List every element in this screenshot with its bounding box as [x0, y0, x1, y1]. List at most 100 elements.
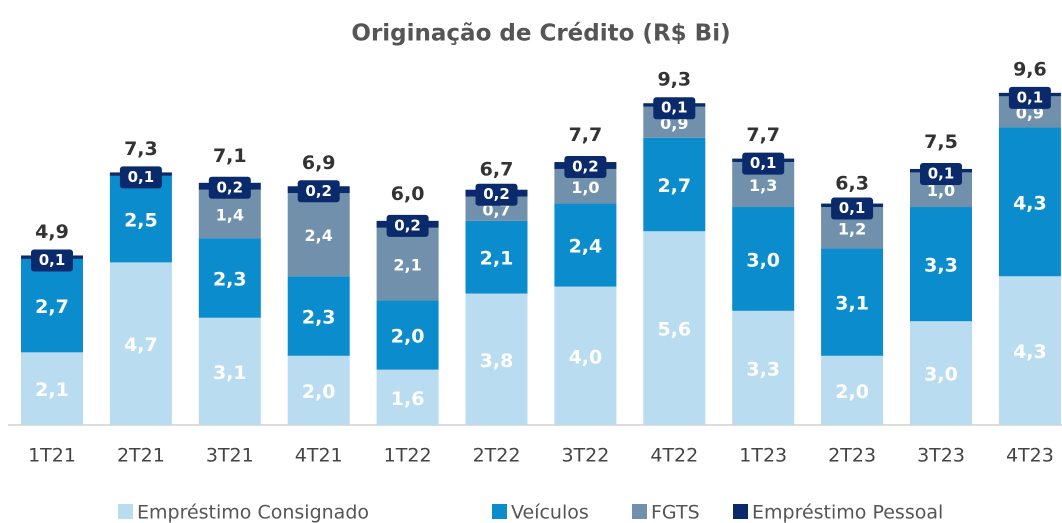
data-label: 0,1	[839, 199, 866, 217]
bar-segment	[910, 321, 972, 425]
data-label: 2,7	[35, 296, 69, 318]
bar-segment	[732, 207, 795, 311]
x-tick-label: 1T22	[384, 445, 432, 467]
legend-swatch	[118, 504, 133, 519]
data-label: 4,7	[124, 334, 158, 356]
x-tick-label: 4T23	[1006, 445, 1054, 467]
data-label: 2,0	[302, 381, 336, 403]
data-label: 0,1	[128, 168, 155, 186]
x-tick-label: 3T21	[206, 445, 254, 467]
data-label: 2,0	[391, 326, 425, 348]
label-box	[564, 156, 607, 179]
label-box	[386, 214, 429, 237]
total-label: 4,9	[35, 221, 69, 243]
data-label: 0,1	[39, 251, 66, 269]
data-label: 0,2	[305, 182, 332, 200]
bar-segment	[643, 231, 706, 425]
bar-segment	[732, 310, 795, 425]
total-label: 9,6	[1013, 58, 1047, 80]
label-box	[31, 249, 73, 272]
bar-segment	[554, 286, 617, 425]
legend-swatch	[632, 504, 647, 519]
x-tick-label: 1T23	[739, 445, 787, 467]
total-label: 7,7	[746, 124, 780, 146]
total-label: 6,9	[302, 152, 336, 174]
data-label: 2,3	[213, 268, 247, 290]
data-label: 1,2	[838, 219, 866, 238]
data-label: 2,4	[305, 226, 333, 245]
x-tick-label: 3T22	[561, 445, 609, 467]
data-label: 2,4	[569, 236, 603, 258]
label-box	[653, 97, 696, 120]
data-label: 3,3	[924, 255, 958, 277]
bar-segment	[465, 220, 528, 294]
bar-segment	[287, 276, 350, 356]
label-box	[920, 162, 962, 185]
data-label: 0,2	[483, 185, 510, 203]
total-label: 6,0	[391, 183, 425, 205]
total-label: 9,3	[657, 69, 691, 91]
total-label: 7,7	[569, 124, 603, 146]
bar-segment	[465, 293, 528, 425]
x-tick-label: 2T22	[473, 445, 521, 467]
legend-label: Empréstimo Consignado	[137, 502, 369, 523]
data-label: 0,2	[217, 178, 244, 196]
total-label: 6,3	[835, 173, 869, 195]
data-label: 0,1	[750, 154, 777, 172]
data-label: 0,1	[928, 164, 955, 182]
data-label: 1,0	[571, 178, 599, 197]
data-label: 0,1	[1017, 88, 1044, 106]
total-label: 7,1	[213, 145, 247, 167]
x-tick-label: 2T23	[828, 445, 876, 467]
bar-segment	[287, 193, 350, 277]
bar-segment	[910, 207, 972, 322]
data-label: 2,1	[480, 248, 514, 270]
bar-segment	[821, 355, 884, 425]
data-label: 3,1	[835, 293, 869, 315]
x-tick-label: 3T23	[917, 445, 965, 467]
bar-segment	[109, 262, 172, 425]
data-label: 3,3	[746, 358, 780, 380]
bar-segment	[643, 137, 706, 232]
data-label: 0,1	[661, 99, 688, 117]
label-box	[475, 183, 518, 206]
data-label: 4,0	[569, 346, 603, 368]
bar-segment	[376, 369, 439, 425]
data-label: 1,3	[749, 176, 777, 195]
data-label: 2,1	[393, 256, 421, 275]
data-label: 0,2	[394, 216, 421, 234]
legend-swatch	[733, 504, 748, 519]
data-label: 1,0	[927, 181, 955, 200]
x-tick-label: 4T21	[295, 445, 343, 467]
data-label: 5,6	[657, 319, 691, 341]
bar-segment	[198, 317, 261, 425]
bar-segment	[109, 175, 172, 263]
label-box	[742, 152, 785, 175]
total-label: 7,5	[924, 131, 958, 153]
data-label: 2,3	[302, 307, 336, 329]
chart-title: Originação de Crédito (R$ Bi)	[351, 21, 730, 47]
x-tick-label: 2T21	[117, 445, 165, 467]
bar-segment	[21, 352, 83, 425]
x-tick-label: 4T22	[650, 445, 698, 467]
bar-segment	[998, 276, 1061, 425]
bar-segment	[287, 355, 350, 425]
label-box	[208, 176, 251, 199]
data-label: 3,0	[924, 364, 958, 386]
total-label: 7,3	[124, 138, 158, 160]
bar-segment	[376, 300, 439, 370]
label-box	[831, 197, 874, 220]
data-label: 0,2	[572, 158, 599, 176]
legend-swatch	[492, 504, 507, 519]
legend-label: Veículos	[511, 502, 589, 523]
x-tick-label: 1T21	[28, 445, 76, 467]
label-box	[1008, 86, 1051, 109]
data-label: 4,3	[1013, 341, 1047, 363]
legend-label: Empréstimo Pessoal	[752, 502, 943, 523]
total-label: 6,7	[480, 159, 514, 181]
bar-segment	[376, 227, 439, 301]
data-label: 3,1	[213, 362, 247, 384]
data-label: 1,6	[391, 388, 425, 410]
bar-segment	[21, 258, 83, 353]
